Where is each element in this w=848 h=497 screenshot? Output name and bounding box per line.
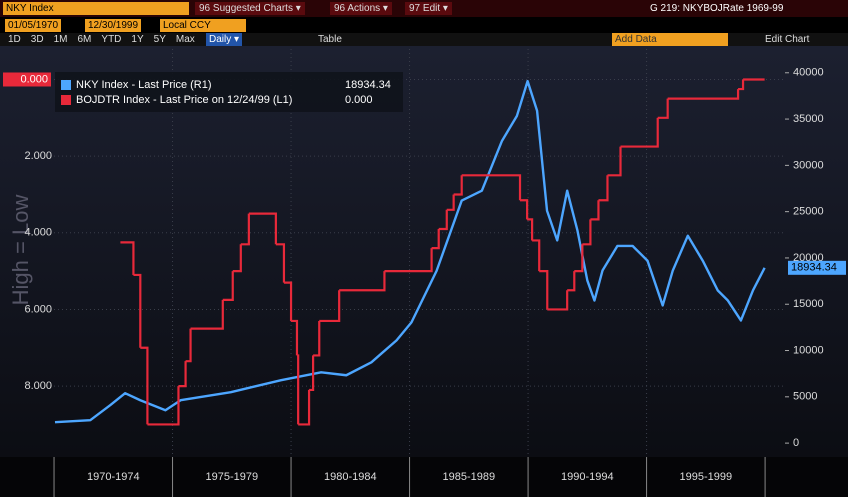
step-segment bbox=[582, 219, 592, 246]
range-button[interactable]: 1Y bbox=[131, 34, 144, 45]
step-segment bbox=[296, 354, 300, 425]
step-segment bbox=[133, 273, 142, 348]
step-segment bbox=[657, 98, 669, 119]
x-tick-label: 1995-1999 bbox=[680, 471, 733, 483]
legend-label: NKY Index - Last Price (R1) bbox=[76, 79, 212, 91]
step-segment bbox=[520, 199, 529, 220]
step-segment bbox=[667, 89, 740, 100]
step-segment bbox=[222, 271, 234, 301]
chart: High = Low 2.000 4.000 6.000 8.000 0 5000 1000… bbox=[0, 46, 848, 497]
last-value-tag bbox=[3, 72, 51, 87]
table-button[interactable]: Table bbox=[318, 34, 342, 45]
step-segment bbox=[298, 389, 311, 426]
step-segment bbox=[539, 270, 549, 310]
x-tick-label: 1985-1989 bbox=[443, 471, 496, 483]
step-segment bbox=[532, 239, 541, 272]
step-segment bbox=[527, 218, 534, 241]
y2-tick-label: 25000 bbox=[793, 206, 824, 218]
last-value-label: 0.000 bbox=[20, 73, 48, 85]
step-segment bbox=[283, 281, 293, 321]
y2-tick-label: 15000 bbox=[793, 298, 824, 310]
range-button[interactable]: 3D bbox=[30, 34, 44, 45]
menu[interactable]: 96 Suggested Charts ▾ bbox=[195, 2, 305, 15]
range-button[interactable]: 1M bbox=[53, 34, 68, 45]
add-data[interactable]: Add Data bbox=[612, 33, 728, 46]
step-segment bbox=[275, 243, 286, 283]
legend-label: BOJDTR Index - Last Price on 12/24/99 (L… bbox=[76, 94, 292, 106]
range-button[interactable]: 5Y bbox=[153, 34, 166, 45]
step-segment bbox=[185, 328, 192, 363]
frequency[interactable]: Daily ▾ bbox=[206, 33, 243, 46]
edit-chart[interactable]: Edit Chart bbox=[765, 34, 810, 45]
y2-tick-label: 30000 bbox=[793, 159, 824, 171]
legend-value: 0.000 bbox=[345, 94, 373, 106]
legend-swatch bbox=[61, 80, 71, 90]
y2-tick-label: 5000 bbox=[793, 391, 817, 403]
menu[interactable]: 96 Actions ▾ bbox=[330, 2, 392, 15]
y2-tick-label: 35000 bbox=[793, 113, 824, 125]
step-segment bbox=[590, 200, 600, 221]
step-segment bbox=[598, 175, 609, 202]
step-segment bbox=[446, 194, 455, 211]
range-button[interactable]: 1D bbox=[8, 34, 21, 45]
step-segment bbox=[140, 346, 149, 425]
step-segment bbox=[240, 213, 250, 246]
step-segment bbox=[291, 319, 299, 356]
step-segment bbox=[384, 248, 433, 273]
y2-tick-label: 40000 bbox=[793, 67, 824, 79]
y-tick-label: 8.000 bbox=[24, 380, 52, 392]
step-segment bbox=[453, 175, 463, 196]
ticker-field[interactable]: NKY Index bbox=[3, 2, 189, 15]
step-segment bbox=[574, 244, 584, 273]
step-segment bbox=[319, 290, 341, 323]
x-tick-label: 1970-1974 bbox=[87, 471, 140, 483]
y2-tick-label: 0 bbox=[793, 437, 799, 449]
x-axis-band bbox=[0, 457, 848, 497]
step-segment bbox=[309, 355, 315, 392]
step-segment bbox=[339, 271, 386, 292]
step-segment bbox=[147, 386, 180, 426]
step-segment bbox=[607, 146, 622, 177]
y-tick-label: 6.000 bbox=[24, 303, 52, 315]
step-segment bbox=[431, 228, 440, 250]
step-segment bbox=[232, 244, 242, 273]
range-button[interactable]: 6M bbox=[77, 34, 92, 45]
range-button[interactable]: YTD bbox=[101, 34, 122, 45]
chart-id: G 219: NKYBOJRate 1969-99 bbox=[650, 3, 784, 14]
step-segment bbox=[248, 212, 277, 245]
step-segment bbox=[178, 361, 187, 388]
step-segment bbox=[313, 320, 321, 357]
range-bar: Daily ▾ Table Add Data Edit Chart 1D 3D 1M… bbox=[0, 33, 848, 46]
menu[interactable]: 97 Edit ▾ bbox=[405, 2, 452, 15]
legend-value: 18934.34 bbox=[345, 79, 391, 91]
step-segment bbox=[438, 209, 448, 231]
step-segment bbox=[190, 299, 224, 330]
legend-swatch bbox=[61, 95, 71, 105]
step-segment bbox=[738, 79, 745, 91]
top-bar: NKY Index 96 Suggested Charts ▾ 96 Actio… bbox=[0, 0, 848, 17]
start-date[interactable]: 01/05/1970 bbox=[5, 19, 62, 32]
x-tick-label: 1990-1994 bbox=[561, 471, 614, 483]
y-axis-label: High = Low bbox=[8, 195, 33, 306]
y2-tick-label: 10000 bbox=[793, 344, 824, 356]
step-segment bbox=[620, 117, 659, 148]
end-date[interactable]: 12/30/1999 bbox=[85, 19, 142, 32]
step-segment bbox=[547, 290, 569, 311]
step-segment bbox=[461, 174, 522, 201]
date-bar: 01/05/1970 12/30/1999 Local CCY bbox=[0, 17, 848, 33]
step-segment bbox=[567, 271, 576, 292]
last-value-tag bbox=[788, 260, 846, 275]
line bbox=[54, 79, 766, 424]
range-button[interactable]: Max bbox=[175, 34, 195, 45]
x-tick-label: 1975-1979 bbox=[205, 471, 258, 483]
last-value-label: 18934.34 bbox=[791, 262, 837, 274]
x-tick-label: 1980-1984 bbox=[324, 471, 377, 483]
step-segment bbox=[120, 241, 135, 275]
legend-box bbox=[55, 72, 403, 112]
currency[interactable]: Local CCY bbox=[160, 19, 246, 32]
y-tick-label: 4.000 bbox=[24, 227, 52, 239]
y-tick-label: 2.000 bbox=[24, 150, 52, 162]
